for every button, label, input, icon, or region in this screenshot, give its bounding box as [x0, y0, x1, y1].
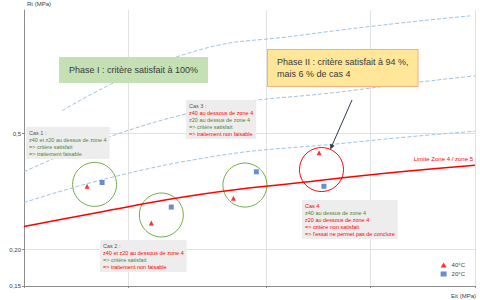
svg-text:z40 et z20 au dessous de zone: z40 et z20 au dessous de zone 4 [103, 250, 184, 256]
svg-text:Eit (MPa): Eit (MPa) [451, 293, 476, 299]
svg-text:20°C: 20°C [452, 271, 466, 277]
svg-text:Cas 1 :: Cas 1 : [29, 130, 47, 136]
svg-text:0,20: 0,20 [9, 247, 21, 253]
svg-text:Cas 4: Cas 4 [305, 203, 319, 209]
svg-text:z40 et z20 au dessus de zone 4: z40 et z20 au dessus de zone 4 [29, 137, 107, 143]
svg-text:z20 au dessus de zone 4: z20 au dessus de zone 4 [189, 117, 250, 123]
svg-text:=> critère satisfait: => critère satisfait [29, 144, 73, 150]
svg-text:=> critère satisfait: => critère satisfait [103, 257, 147, 263]
svg-text:=> critère non satisfait: => critère non satisfait [305, 224, 360, 230]
svg-text:0,5: 0,5 [13, 131, 22, 137]
svg-text:=> critère satisfait: => critère satisfait [189, 124, 233, 130]
svg-text:Phase II : critère satisfait à: Phase II : critère satisfait à 94 %, [277, 57, 409, 67]
svg-text:Phase I : critère satisfait à: Phase I : critère satisfait à 100% [69, 65, 198, 75]
svg-text:=> traitement non faisable: => traitement non faisable [189, 131, 253, 137]
svg-text:Cas 2 :: Cas 2 : [103, 243, 121, 249]
svg-text:z40 au dessous de zone 4: z40 au dessous de zone 4 [189, 110, 253, 116]
svg-text:=> traitement faisable: => traitement faisable [29, 151, 82, 157]
svg-text:mais 6 % de cas 4: mais 6 % de cas 4 [277, 69, 351, 79]
svg-text:z40 au dessus de zone 4: z40 au dessus de zone 4 [305, 210, 366, 216]
svg-text:Cas 3 :: Cas 3 : [189, 103, 207, 109]
svg-text:=> l'essai ne permet pas de co: => l'essai ne permet pas de conclure [305, 231, 395, 237]
svg-text:Limite Zone 4 / zone 5: Limite Zone 4 / zone 5 [414, 156, 474, 162]
svg-text:z20 au dessous de zone 4: z20 au dessous de zone 4 [305, 217, 369, 223]
svg-text:Rt (MPa): Rt (MPa) [27, 1, 51, 7]
svg-text:=> traitement non faisable: => traitement non faisable [103, 264, 167, 270]
svg-text:40°C: 40°C [452, 262, 466, 268]
svg-text:0,15: 0,15 [9, 283, 21, 289]
